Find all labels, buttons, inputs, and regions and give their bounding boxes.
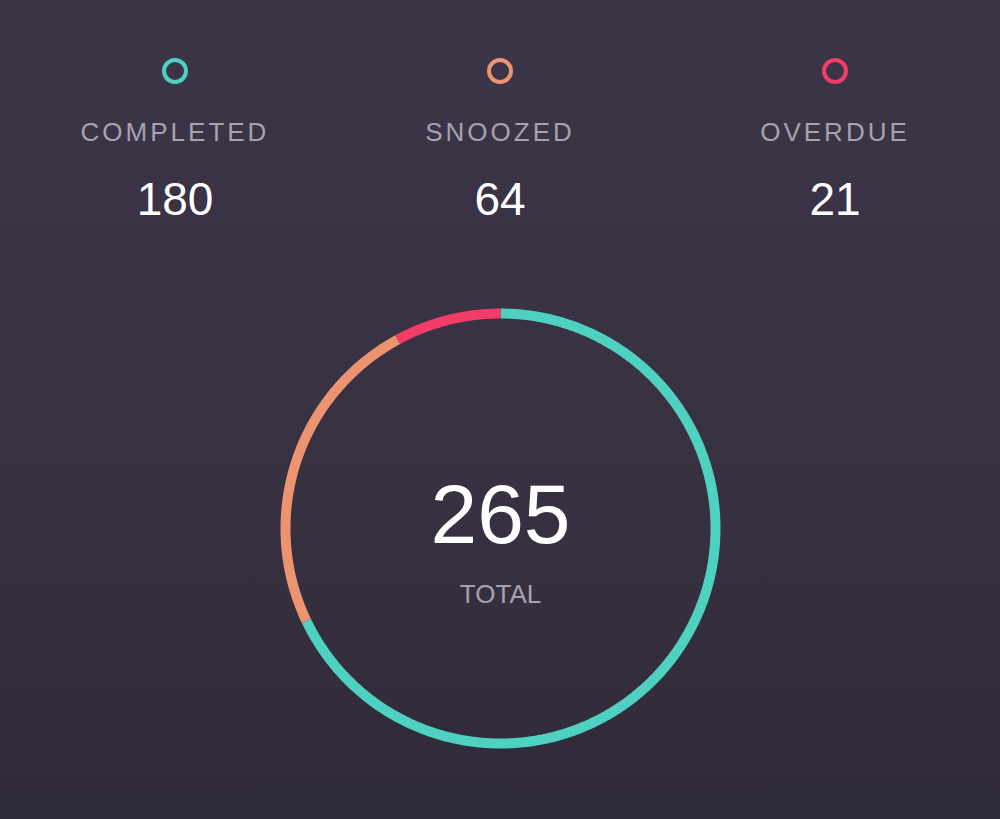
svg-text:TOTAL: TOTAL [460, 579, 541, 609]
html-text:64: 64 [474, 173, 526, 225]
html-text:180: 180 [136, 173, 214, 225]
svg-text:265: 265 [430, 467, 570, 561]
html-text:21: 21 [809, 173, 861, 225]
html-text:OVERDUE: OVERDUE [760, 117, 910, 147]
html-text:COMPLETED: COMPLETED [80, 117, 270, 147]
html-text:SNOOZED: SNOOZED [425, 117, 575, 147]
